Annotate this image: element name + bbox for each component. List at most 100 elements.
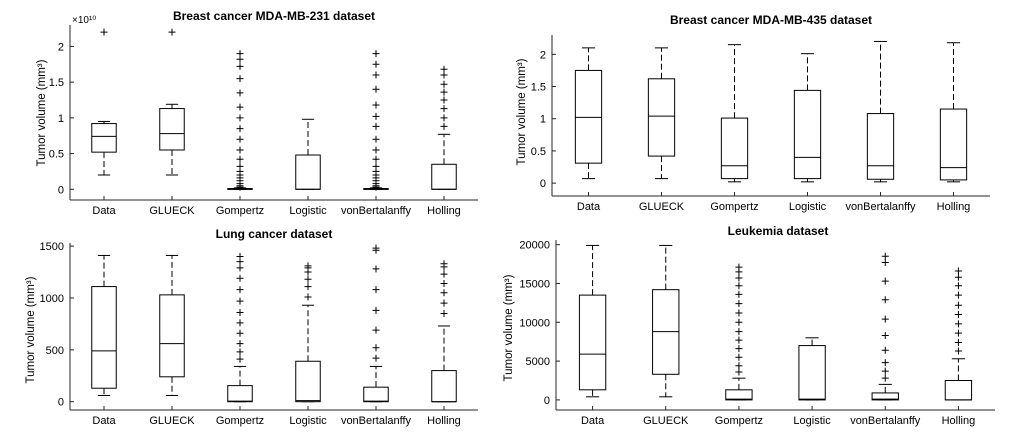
outlier-marker bbox=[881, 359, 889, 367]
outlier-marker bbox=[440, 105, 448, 113]
x-tick-label: Holling bbox=[942, 415, 976, 427]
outlier-marker bbox=[372, 286, 380, 294]
outlier-marker bbox=[881, 277, 889, 285]
chart-title: Breast cancer MDA-MB-231 dataset bbox=[173, 9, 375, 23]
plot-area: 0 500 1000 1500 Data GLUECK Gompertz Logistic vo… bbox=[40, 241, 478, 427]
box-glueck bbox=[652, 244, 680, 398]
x-tick-label: Data bbox=[581, 415, 605, 427]
box-iqr bbox=[431, 163, 457, 190]
chart-panel-leukemia: Leukemia dataset Tumor volume (mm³) bbox=[503, 224, 828, 381]
y-tick-label: 2 bbox=[58, 41, 64, 53]
outlier-marker bbox=[236, 125, 244, 133]
x-tick-label: Logistic bbox=[793, 415, 831, 427]
box-iqr bbox=[91, 286, 117, 389]
x-tick-label: vonBertalanffy bbox=[845, 201, 916, 213]
y-tick-label: 0.5 bbox=[49, 149, 64, 161]
box-iqr bbox=[159, 108, 185, 151]
box-iqr bbox=[227, 385, 253, 403]
outlier-marker bbox=[372, 85, 380, 93]
outlier-marker bbox=[954, 347, 962, 355]
outlier-marker bbox=[954, 311, 962, 319]
box-holling bbox=[431, 260, 457, 403]
outlier-marker bbox=[236, 348, 244, 356]
outlier-marker bbox=[236, 252, 244, 260]
x-tick-label: Data bbox=[577, 201, 601, 213]
outlier-marker bbox=[236, 286, 244, 294]
outlier-marker bbox=[440, 310, 448, 318]
box-gompertz bbox=[227, 50, 253, 191]
outlier-marker bbox=[735, 368, 743, 376]
outlier-marker bbox=[440, 114, 448, 122]
outlier-marker bbox=[372, 244, 380, 252]
x-tick-label: GLUECK bbox=[149, 205, 195, 217]
outlier-marker bbox=[440, 289, 448, 297]
x-tick-label: Logistic bbox=[789, 201, 827, 213]
outlier-marker bbox=[304, 283, 312, 291]
x-tick-label: Gompertz bbox=[715, 415, 763, 427]
x-tick-label: Logistic bbox=[289, 205, 327, 217]
outlier-marker bbox=[735, 328, 743, 336]
chart-panel-breast-231: Breast cancer MDA-MB-231 dataset ×10¹⁰ T… bbox=[36, 9, 375, 166]
y-tick-label: 1.5 bbox=[49, 77, 64, 89]
y-axis-label: Tumor volume (mm³) bbox=[503, 274, 515, 381]
outlier-marker bbox=[236, 319, 244, 327]
outlier-marker bbox=[881, 259, 889, 267]
box-iqr bbox=[725, 389, 753, 401]
box-logistic bbox=[793, 53, 822, 183]
outlier-marker bbox=[236, 308, 244, 316]
outlier-marker bbox=[372, 71, 380, 79]
x-tick-label: vonBertalanffy bbox=[341, 205, 412, 217]
x-tick-label: vonBertalanffy bbox=[850, 415, 921, 427]
outlier-marker bbox=[372, 162, 380, 170]
outlier-marker bbox=[735, 309, 743, 317]
outlier-marker bbox=[440, 80, 448, 88]
y-tick-label: 1500 bbox=[40, 241, 64, 253]
outlier-marker bbox=[440, 260, 448, 268]
box-iqr bbox=[574, 69, 603, 164]
box-holling bbox=[944, 267, 973, 401]
box-iqr bbox=[647, 78, 676, 157]
box-gompertz bbox=[227, 252, 253, 403]
box-glueck bbox=[159, 254, 185, 396]
outlier-marker bbox=[100, 28, 108, 36]
outlier-marker bbox=[440, 270, 448, 278]
outlier-marker bbox=[440, 122, 448, 130]
outlier-marker bbox=[735, 362, 743, 370]
y-tick-label: 1 bbox=[540, 114, 546, 126]
x-tick-label: vonBertalanffy bbox=[341, 415, 412, 427]
outlier-marker bbox=[735, 353, 743, 361]
x-tick-label: Gompertz bbox=[216, 205, 264, 217]
outlier-marker bbox=[881, 252, 889, 260]
y-tick-label: 10000 bbox=[519, 317, 550, 329]
y-axis-label: Tumor volume (mm³) bbox=[36, 59, 48, 166]
box-vonbertalanffy bbox=[363, 244, 389, 403]
box-holling bbox=[431, 65, 457, 190]
outlier-marker bbox=[372, 326, 380, 334]
outlier-marker bbox=[304, 262, 312, 270]
chart-panel-breast-435: Breast cancer MDA-MB-435 dataset Tumor v… bbox=[516, 13, 872, 165]
outlier-marker bbox=[372, 354, 380, 362]
outlier-marker bbox=[735, 336, 743, 344]
outlier-marker bbox=[236, 135, 244, 143]
outlier-marker bbox=[954, 338, 962, 346]
chart-title: Lung cancer dataset bbox=[216, 227, 333, 241]
outlier-marker bbox=[236, 103, 244, 111]
outlier-marker bbox=[372, 122, 380, 130]
box-logistic bbox=[295, 118, 321, 190]
outlier-marker bbox=[236, 114, 244, 122]
box-gompertz bbox=[725, 263, 753, 401]
outlier-marker bbox=[735, 300, 743, 308]
outlier-marker bbox=[304, 275, 312, 283]
outlier-marker bbox=[881, 296, 889, 304]
outlier-marker bbox=[881, 374, 889, 382]
outlier-marker bbox=[372, 135, 380, 143]
outlier-marker bbox=[954, 320, 962, 328]
box-iqr bbox=[159, 294, 185, 378]
x-tick-label: Data bbox=[92, 415, 116, 427]
outlier-marker bbox=[372, 101, 380, 109]
box-data bbox=[574, 47, 603, 180]
outlier-marker bbox=[372, 146, 380, 154]
outlier-marker bbox=[304, 293, 312, 301]
box-iqr bbox=[295, 154, 321, 190]
